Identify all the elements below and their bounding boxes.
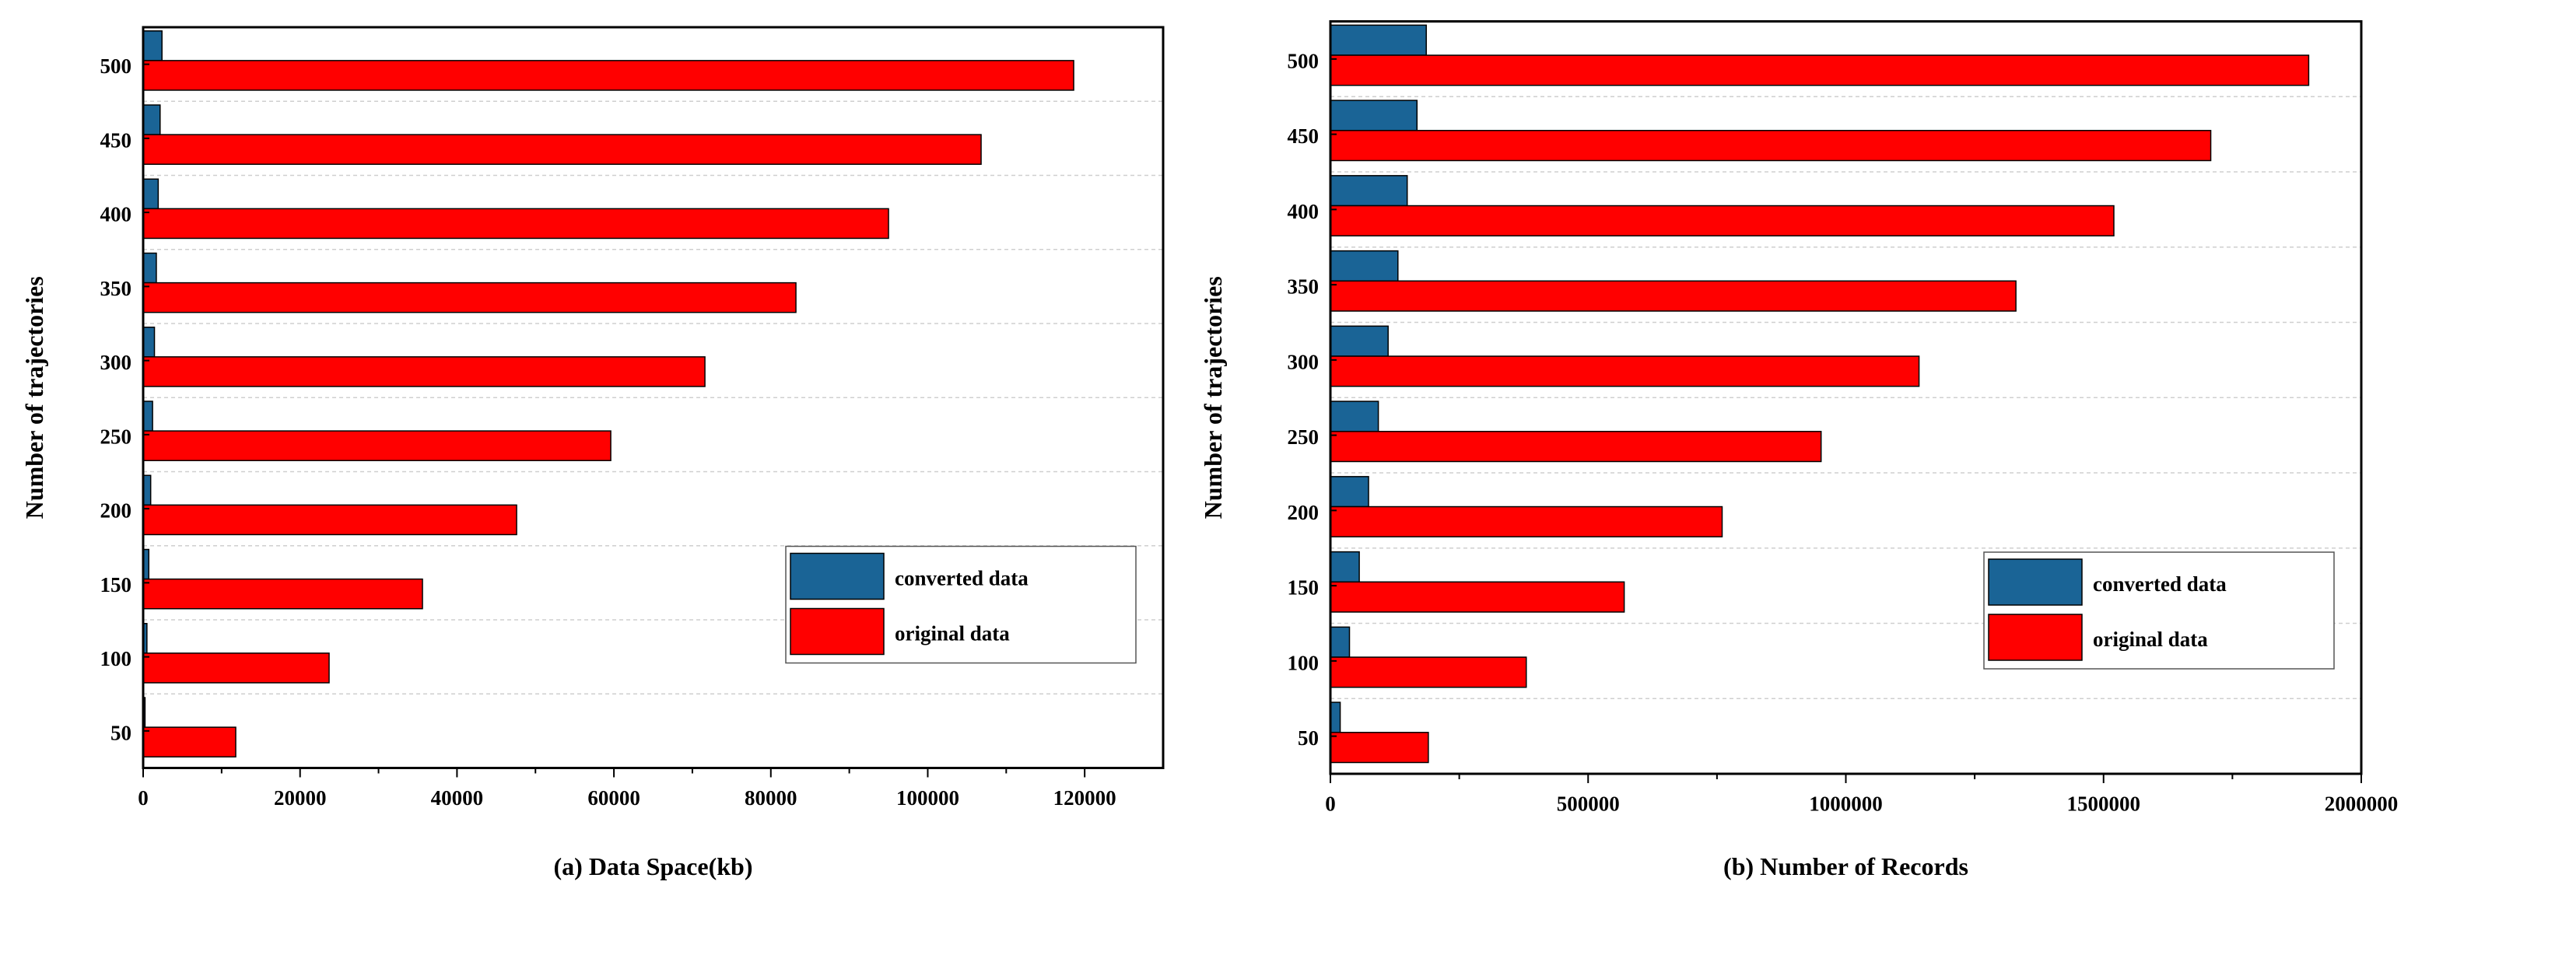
y-tick-label: 350	[100, 277, 132, 300]
y-tick-label: 400	[100, 203, 132, 226]
y-tick-label: 300	[100, 351, 132, 374]
legend-label: original data	[2093, 628, 2208, 651]
bar-original-300	[1330, 355, 1920, 387]
legend-swatch-converted	[790, 552, 885, 600]
x-tick-label: 40000	[431, 786, 484, 810]
x-tick-label: 60000	[587, 786, 640, 810]
x-tick-label: 1000000	[1809, 792, 1883, 816]
y-tick-label: 250	[100, 425, 132, 448]
y-tick-label: 450	[100, 128, 132, 152]
bar-converted-350	[1330, 250, 1399, 282]
bar-original-250	[1330, 431, 1822, 463]
y-tick-label: 200	[1288, 501, 1320, 524]
chart-number-of-records: 50 100 150 200 250 300 350 400 450 500 0 500000 1000…	[1199, 20, 2399, 880]
y-tick-label: 450	[1288, 124, 1320, 148]
y-tick-label: 500	[100, 54, 132, 78]
y-tick-label: 500	[1288, 49, 1320, 72]
chart-data-space: 50 100 150 200 250 300 350 400 450 500 0 20000 40000…	[20, 26, 1165, 880]
bar-original-500	[1330, 54, 2310, 86]
y-tick-label: 350	[1288, 275, 1320, 299]
y-tick-label: 150	[100, 573, 132, 596]
y-tick-label: 50	[110, 721, 131, 744]
bar-converted-450	[1330, 100, 1418, 131]
plot-frame	[142, 26, 1165, 769]
x-tick-label: 1500000	[2067, 792, 2141, 816]
bar-converted-200	[1330, 476, 1369, 508]
bar-original-300	[142, 356, 706, 387]
x-tick-label: 100000	[896, 786, 959, 810]
y-tick-label: 50	[1298, 726, 1319, 750]
x-axis-title: (a) Data Space(kb)	[554, 852, 753, 880]
bar-converted-100	[1330, 626, 1351, 658]
legend-swatch-original	[790, 607, 885, 656]
bar-original-350	[1330, 280, 2017, 312]
bar-converted-50	[1330, 701, 1341, 733]
bar-converted-350	[142, 252, 157, 284]
bar-converted-300	[1330, 325, 1389, 357]
bar-converted-500	[142, 30, 163, 61]
x-tick-label: 120000	[1053, 786, 1116, 810]
bar-converted-150	[1330, 551, 1360, 583]
y-axis-title: Number of trajectories	[20, 276, 48, 519]
legend-label: converted data	[895, 567, 1029, 590]
bar-converted-250	[1330, 401, 1379, 432]
bar-converted-400	[1330, 175, 1408, 207]
legend-label: original data	[895, 622, 1010, 645]
bar-converted-300	[142, 327, 156, 358]
bar-original-450	[142, 134, 982, 165]
bar-original-450	[1330, 130, 2212, 162]
y-tick-label: 100	[1288, 651, 1320, 674]
bar-original-150	[1330, 581, 1625, 613]
legend-swatch-original	[1988, 614, 2083, 661]
legend-label: converted data	[2093, 572, 2227, 596]
x-tick-label: 80000	[745, 786, 797, 810]
bar-original-50	[142, 726, 237, 757]
x-axis-title: (b) Number of Records	[1723, 852, 1968, 880]
bar-original-200	[1330, 505, 1723, 537]
x-tick-label: 0	[1325, 792, 1336, 816]
bar-original-500	[142, 60, 1074, 91]
bar-original-150	[142, 578, 423, 610]
bar-converted-400	[142, 178, 159, 210]
x-tick-label: 0	[138, 786, 149, 810]
bar-converted-500	[1330, 24, 1427, 56]
bar-original-350	[142, 282, 797, 313]
bar-original-100	[142, 652, 330, 684]
bar-original-400	[1330, 205, 2115, 236]
y-axis-title: Number of trajectories	[1199, 276, 1227, 519]
bar-converted-250	[142, 401, 153, 432]
y-tick-label: 200	[100, 499, 132, 523]
y-tick-label: 300	[1288, 350, 1320, 373]
x-tick-label: 2000000	[2325, 792, 2399, 816]
bar-original-200	[142, 504, 517, 536]
y-tick-label: 250	[1288, 425, 1320, 449]
y-tick-label: 400	[1288, 200, 1320, 223]
bar-original-400	[142, 208, 889, 240]
bar-original-50	[1330, 732, 1429, 764]
y-tick-label: 100	[100, 647, 132, 670]
x-tick-label: 500000	[1557, 792, 1620, 816]
bar-converted-450	[142, 104, 161, 135]
bar-original-250	[142, 430, 612, 461]
bar-original-100	[1330, 656, 1527, 688]
x-tick-label: 20000	[274, 786, 327, 810]
y-tick-label: 150	[1288, 576, 1320, 600]
legend-swatch-converted	[1988, 558, 2083, 606]
